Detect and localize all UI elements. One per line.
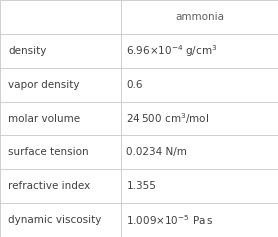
Text: vapor density: vapor density [8,80,80,90]
Text: dynamic viscosity: dynamic viscosity [8,215,102,225]
Text: molar volume: molar volume [8,114,80,123]
Text: ammonia: ammonia [175,12,224,22]
Text: 0.0234 N/m: 0.0234 N/m [126,147,187,157]
Text: refractive index: refractive index [8,181,91,191]
Text: 6.96×10$^{-4}$ g/cm$^{3}$: 6.96×10$^{-4}$ g/cm$^{3}$ [126,43,218,59]
Text: 1.009×10$^{-5}$ Pa s: 1.009×10$^{-5}$ Pa s [126,213,214,227]
Text: 24 500 cm$^{3}$/mol: 24 500 cm$^{3}$/mol [126,111,210,126]
Text: density: density [8,46,47,56]
Text: 1.355: 1.355 [126,181,156,191]
Text: surface tension: surface tension [8,147,89,157]
Text: 0.6: 0.6 [126,80,143,90]
